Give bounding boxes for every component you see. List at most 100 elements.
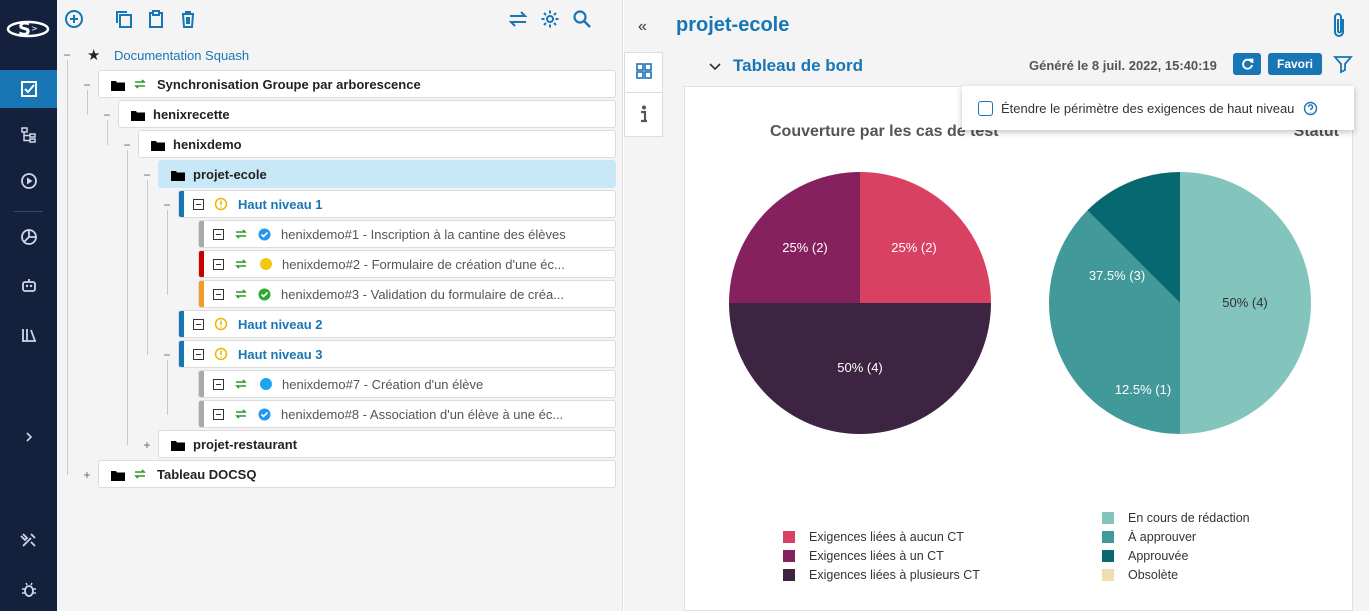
plus-circle-icon <box>65 10 83 28</box>
tools-nav-button[interactable] <box>0 521 57 559</box>
collapse-toggle[interactable]: − <box>83 78 91 92</box>
requirement-tree-panel: − ★ Documentation Squash − Synchronisati… <box>57 0 623 611</box>
tree-node-folder[interactable]: Synchronisation Groupe par arborescence <box>98 70 616 98</box>
slice-label: 25% (2) <box>782 240 828 255</box>
legend-item[interactable]: Approuvée <box>1102 549 1188 563</box>
legend-label: En cours de rédaction <box>1128 511 1250 525</box>
folder-icon <box>171 439 185 451</box>
copy-button[interactable] <box>113 8 135 30</box>
sync-button[interactable] <box>507 8 529 30</box>
collapse-panel-button[interactable]: « <box>638 18 647 35</box>
collapse-square-icon <box>213 378 224 390</box>
legend-label: Obsolète <box>1128 568 1179 582</box>
tree-node-requirement[interactable]: henixdemo#2 - Formulaire de création d'u… <box>198 250 616 278</box>
testcases-nav-button[interactable] <box>0 116 57 154</box>
collapse-toggle[interactable]: − <box>63 48 71 62</box>
help-circle-icon[interactable] <box>1303 101 1318 116</box>
bug-nav-button[interactable] <box>0 571 57 609</box>
tree-node-folder[interactable]: henixdemo <box>138 130 616 158</box>
legend-item[interactable]: En cours de rédaction <box>1102 511 1250 525</box>
paperclip-icon[interactable] <box>1331 11 1347 39</box>
tree-node-folder[interactable]: projet-restaurant <box>158 430 616 458</box>
node-label: henixdemo#1 - Inscription à la cantine d… <box>281 226 566 242</box>
tree-node-requirement[interactable]: henixdemo#7 - Création d'un élève <box>198 370 616 398</box>
tree-root-label[interactable]: Documentation Squash <box>114 48 250 63</box>
legend-item[interactable]: Exigences liées à aucun CT <box>783 530 964 544</box>
books-icon <box>21 329 36 342</box>
pie-slice[interactable] <box>1087 172 1180 303</box>
collapse-toggle[interactable]: − <box>103 108 111 122</box>
collapse-square-icon <box>213 258 224 270</box>
reports-nav-button[interactable] <box>0 218 57 256</box>
extend-scope-checkbox[interactable] <box>978 100 993 116</box>
automation-nav-button[interactable] <box>0 266 57 304</box>
node-label: henixdemo#8 - Association d'un élève à u… <box>281 406 564 422</box>
legend-label: À approuver <box>1128 530 1197 544</box>
settings-button[interactable] <box>539 8 561 30</box>
dashboard-card: Couverture par les cas de test Statut 25… <box>684 86 1353 611</box>
library-nav-button[interactable] <box>0 316 57 354</box>
chevron-down-icon[interactable] <box>709 62 721 72</box>
status-dot-icon <box>260 258 272 270</box>
node-label: Synchronisation Groupe par arborescence <box>157 76 421 92</box>
check-circle-icon <box>258 408 271 420</box>
tree-node-folder-selected[interactable]: projet-ecole <box>158 160 616 188</box>
pie-slice[interactable] <box>1180 172 1311 434</box>
node-label: henixdemo#7 - Création d'un élève <box>282 376 484 392</box>
tools-icon <box>19 533 36 547</box>
tree-node-high-level-requirement[interactable]: Haut niveau 2 <box>178 310 616 338</box>
tree-node-high-level-requirement[interactable]: Haut niveau 1 <box>178 190 616 218</box>
tree-node-requirement[interactable]: henixdemo#1 - Inscription à la cantine d… <box>198 220 616 248</box>
legend-item[interactable]: Exigences liées à un CT <box>783 549 944 563</box>
folder-icon <box>111 79 125 91</box>
search-button[interactable] <box>571 8 593 30</box>
collapse-toggle[interactable]: − <box>163 348 171 362</box>
pie-slice[interactable] <box>729 172 860 303</box>
tree-node-folder[interactable]: henixrecette <box>118 100 616 128</box>
campaigns-nav-button[interactable] <box>0 162 57 200</box>
tree-node-requirement[interactable]: henixdemo#8 - Association d'un élève à u… <box>198 400 616 428</box>
refresh-button[interactable] <box>1233 53 1261 75</box>
slice-label: 12.5% (1) <box>1115 382 1171 397</box>
expand-toggle[interactable]: + <box>143 438 151 452</box>
node-label: Tableau DOCSQ <box>157 466 257 482</box>
trash-icon <box>182 11 194 28</box>
expand-toggle[interactable]: + <box>83 468 91 482</box>
legend-label: Exigences liées à plusieurs CT <box>809 568 980 582</box>
legend-item[interactable]: Exigences liées à plusieurs CT <box>783 568 980 582</box>
filter-icon[interactable] <box>1333 54 1353 74</box>
legend-item[interactable]: À approuver <box>1102 530 1196 544</box>
legend-item[interactable]: Obsolète <box>1102 568 1178 582</box>
generated-timestamp: Généré le 8 juil. 2022, 15:40:19 <box>1029 58 1217 73</box>
node-label: projet-restaurant <box>193 436 298 452</box>
slice-label: 25% (2) <box>891 240 937 255</box>
dashboard-icon[interactable] <box>636 63 652 79</box>
collapse-square-icon <box>213 288 224 300</box>
node-label: projet-ecole <box>193 166 267 182</box>
tree-node-high-level-requirement[interactable]: Haut niveau 3 <box>178 340 616 368</box>
legend-swatch <box>783 550 795 562</box>
extend-scope-label: Étendre le périmètre des exigences de ha… <box>1001 100 1295 116</box>
pie-slice[interactable] <box>1049 210 1180 434</box>
svg-text:>: > <box>31 24 38 33</box>
add-button[interactable] <box>63 8 85 30</box>
collapse-toggle[interactable]: − <box>143 168 151 182</box>
requirements-nav-button[interactable] <box>0 70 57 108</box>
warning-circle-icon <box>214 347 228 361</box>
paste-button[interactable] <box>145 8 167 30</box>
pie-slice[interactable] <box>860 172 991 303</box>
pie-slice[interactable] <box>729 303 991 434</box>
info-icon[interactable] <box>640 105 648 123</box>
squash-logo: S > <box>6 19 50 40</box>
warning-circle-icon <box>214 317 228 331</box>
tree-node-folder[interactable]: Tableau DOCSQ <box>98 460 616 488</box>
favori-button[interactable]: Favori <box>1268 53 1322 75</box>
node-label: Haut niveau 3 <box>238 346 323 362</box>
tree-node-requirement[interactable]: henixdemo#3 - Validation du formulaire d… <box>198 280 616 308</box>
collapse-toggle[interactable]: − <box>123 138 131 152</box>
collapse-toggle[interactable]: − <box>163 198 171 212</box>
expand-nav-button[interactable] <box>0 418 57 456</box>
delete-button[interactable] <box>177 8 199 30</box>
folder-icon <box>151 139 165 151</box>
sync-icon <box>235 259 247 269</box>
